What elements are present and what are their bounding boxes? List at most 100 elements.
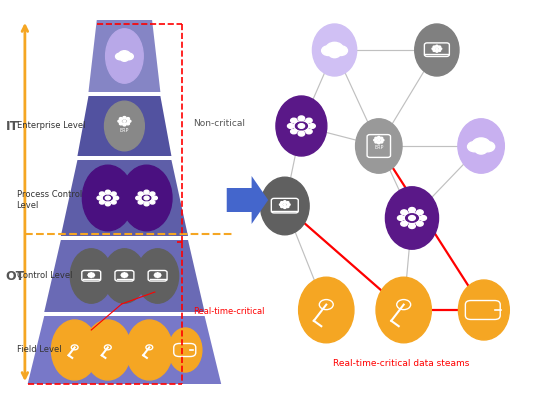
- Circle shape: [439, 50, 441, 52]
- Circle shape: [409, 224, 415, 228]
- Circle shape: [127, 118, 129, 120]
- Circle shape: [380, 141, 383, 143]
- Circle shape: [123, 116, 126, 119]
- Circle shape: [150, 192, 155, 196]
- Circle shape: [382, 139, 384, 141]
- Circle shape: [401, 210, 408, 215]
- Circle shape: [157, 276, 158, 278]
- Circle shape: [375, 141, 377, 143]
- Ellipse shape: [376, 277, 431, 343]
- Circle shape: [291, 129, 297, 134]
- Circle shape: [123, 124, 126, 126]
- Circle shape: [128, 120, 131, 122]
- Text: Control Level: Control Level: [17, 272, 72, 280]
- Circle shape: [439, 46, 441, 48]
- Circle shape: [88, 273, 90, 274]
- Circle shape: [126, 276, 127, 277]
- Circle shape: [436, 48, 438, 50]
- Text: ERP: ERP: [374, 145, 383, 150]
- Circle shape: [433, 50, 435, 52]
- Circle shape: [159, 274, 161, 276]
- Circle shape: [119, 123, 122, 125]
- Circle shape: [375, 137, 377, 139]
- Polygon shape: [77, 96, 171, 156]
- Circle shape: [124, 276, 125, 278]
- Text: Real-time-critical data steams: Real-time-critical data steams: [333, 360, 469, 368]
- Circle shape: [334, 46, 347, 56]
- Circle shape: [157, 274, 158, 276]
- Circle shape: [416, 210, 423, 215]
- Circle shape: [111, 192, 116, 196]
- Circle shape: [138, 200, 143, 204]
- Ellipse shape: [169, 328, 202, 372]
- Circle shape: [155, 276, 156, 277]
- Circle shape: [100, 200, 105, 204]
- Circle shape: [420, 216, 426, 220]
- Circle shape: [144, 196, 149, 200]
- Circle shape: [284, 207, 286, 208]
- Circle shape: [475, 146, 487, 154]
- Circle shape: [155, 273, 156, 274]
- Circle shape: [144, 190, 149, 194]
- Circle shape: [329, 50, 340, 58]
- Circle shape: [401, 221, 408, 226]
- Circle shape: [126, 274, 128, 276]
- Circle shape: [91, 274, 92, 276]
- Ellipse shape: [276, 96, 327, 156]
- Circle shape: [92, 273, 94, 274]
- Circle shape: [416, 221, 423, 226]
- Circle shape: [159, 273, 160, 274]
- Circle shape: [127, 123, 129, 125]
- Circle shape: [153, 196, 157, 200]
- Polygon shape: [61, 160, 188, 236]
- Circle shape: [144, 202, 149, 206]
- Ellipse shape: [415, 24, 459, 76]
- Text: OT: OT: [6, 270, 25, 282]
- Circle shape: [121, 56, 128, 61]
- Circle shape: [288, 124, 294, 128]
- Circle shape: [481, 142, 495, 152]
- Polygon shape: [88, 20, 160, 92]
- Ellipse shape: [70, 249, 112, 303]
- Circle shape: [284, 201, 286, 202]
- Circle shape: [288, 204, 290, 206]
- Ellipse shape: [458, 119, 504, 173]
- Circle shape: [114, 196, 119, 200]
- Circle shape: [138, 192, 143, 196]
- Circle shape: [286, 206, 289, 208]
- Circle shape: [93, 274, 95, 276]
- Circle shape: [378, 136, 380, 138]
- Text: Non-critical: Non-critical: [194, 120, 246, 128]
- Circle shape: [281, 202, 283, 203]
- Circle shape: [306, 129, 312, 134]
- Circle shape: [124, 53, 133, 60]
- Circle shape: [121, 274, 123, 276]
- Ellipse shape: [51, 320, 98, 380]
- Circle shape: [105, 202, 111, 206]
- Circle shape: [440, 48, 442, 50]
- Text: IT: IT: [6, 120, 19, 132]
- Circle shape: [118, 120, 121, 122]
- Ellipse shape: [458, 280, 509, 340]
- Circle shape: [118, 51, 131, 59]
- Circle shape: [100, 192, 105, 196]
- Circle shape: [122, 273, 123, 274]
- Ellipse shape: [106, 29, 143, 83]
- Circle shape: [378, 139, 380, 141]
- Circle shape: [298, 116, 305, 120]
- Circle shape: [467, 142, 482, 152]
- Ellipse shape: [385, 187, 439, 249]
- Circle shape: [124, 274, 125, 276]
- Circle shape: [122, 276, 123, 277]
- Circle shape: [150, 200, 155, 204]
- Circle shape: [409, 216, 415, 220]
- Ellipse shape: [85, 320, 131, 380]
- Text: ERP: ERP: [120, 128, 129, 132]
- Circle shape: [378, 142, 380, 144]
- Circle shape: [436, 51, 438, 52]
- Circle shape: [88, 276, 90, 277]
- Circle shape: [136, 196, 140, 200]
- Ellipse shape: [137, 249, 179, 303]
- Circle shape: [309, 124, 315, 128]
- Circle shape: [374, 139, 376, 141]
